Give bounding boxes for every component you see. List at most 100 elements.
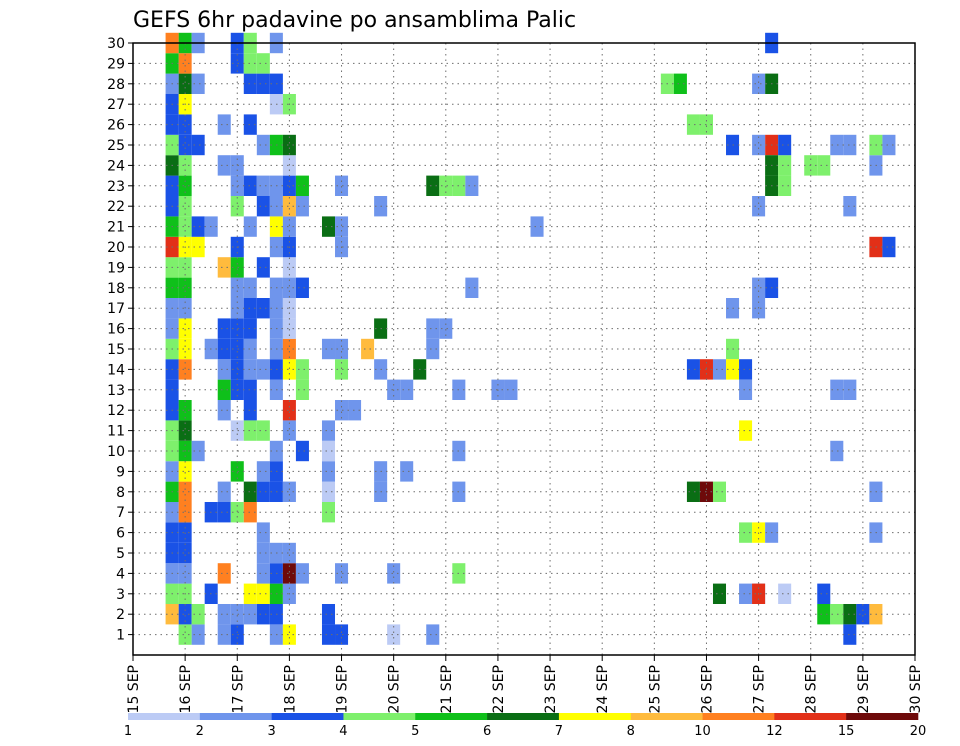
y-tick-label: 9	[116, 464, 125, 480]
heatmap-cell	[282, 420, 296, 441]
heatmap-cell	[230, 359, 244, 380]
heatmap-cell	[178, 604, 192, 625]
x-axis: 15 SEP 16 SEP 17 SEP 18 SEP 19 SEP 20 SEP 21 S…	[126, 655, 924, 713]
colorbar-swatch	[630, 713, 703, 720]
colorbar-label: 7	[555, 724, 563, 739]
heatmap-cell	[712, 481, 727, 502]
heatmap-cell	[217, 114, 231, 135]
heatmap-cell	[243, 338, 257, 360]
heatmap-cell	[830, 379, 844, 400]
heatmap-cell	[230, 277, 244, 298]
colorbar-swatch	[199, 713, 272, 720]
heatmap-cell	[178, 338, 192, 360]
heatmap-cell	[673, 73, 687, 94]
x-tick-label: 21 SEP	[439, 665, 455, 713]
heatmap-cell	[256, 604, 270, 625]
colorbar-label: 12	[766, 724, 783, 739]
y-tick-label: 15	[107, 342, 125, 358]
heatmap-cell	[387, 624, 401, 645]
heatmap-cell	[843, 379, 857, 400]
heatmap-cell	[256, 481, 270, 502]
heatmap-cell	[256, 542, 270, 564]
heatmap-cell	[739, 583, 753, 604]
heatmap-cell	[712, 583, 727, 604]
heatmap-cell	[778, 175, 792, 196]
y-tick-label: 12	[107, 403, 125, 419]
heatmap-cell	[335, 338, 349, 360]
heatmap-cell	[243, 298, 257, 319]
y-tick-label: 25	[107, 138, 125, 154]
heatmap-cell	[295, 379, 309, 400]
heatmap-cell	[178, 502, 192, 523]
heatmap-cell	[217, 481, 231, 502]
heatmap-cell	[282, 257, 296, 278]
colorbar-label: 15	[838, 724, 855, 739]
colorbar-swatch	[846, 713, 919, 720]
y-tick-label: 29	[107, 56, 125, 72]
heatmap-cell	[230, 53, 244, 74]
heatmap-cell	[856, 604, 870, 625]
heatmap-cell	[191, 604, 205, 625]
y-tick-label: 22	[107, 199, 125, 215]
x-tick-label: 26 SEP	[699, 665, 715, 713]
heatmap-cell	[217, 563, 231, 584]
y-tick-label: 27	[107, 97, 125, 113]
colorbar-label: 10	[694, 724, 711, 739]
colorbar-swatch	[702, 713, 775, 720]
y-tick-label: 23	[107, 179, 125, 195]
heatmap-cell	[243, 175, 257, 196]
heatmap-cell	[348, 400, 362, 421]
heatmap-cell	[321, 461, 336, 482]
heatmap-cell	[230, 257, 244, 278]
heatmap-cell	[243, 114, 257, 135]
y-tick-label: 3	[116, 587, 125, 603]
x-tick-label: 28 SEP	[804, 665, 820, 713]
heatmap-cell	[217, 400, 231, 421]
heatmap-cell	[243, 379, 257, 400]
heatmap-cell	[191, 624, 205, 645]
heatmap-cell	[230, 461, 244, 482]
y-tick-label: 4	[116, 566, 125, 582]
y-tick-label: 26	[107, 118, 125, 134]
colorbar-label: 20	[910, 724, 927, 739]
heatmap-cell	[843, 604, 857, 625]
heatmap-cell	[321, 440, 336, 462]
heatmap-cell	[295, 563, 309, 584]
heatmap-cell	[230, 196, 244, 217]
heatmap-cell	[191, 236, 205, 258]
y-tick-label: 11	[107, 424, 125, 440]
x-tick-label: 22 SEP	[491, 665, 507, 713]
heatmap-cell	[504, 379, 518, 400]
heatmap-cell	[178, 542, 192, 564]
heatmap-cell	[882, 236, 896, 258]
heatmap-cell	[256, 359, 270, 380]
heatmap-cell	[178, 216, 192, 237]
heatmap-cell	[178, 318, 192, 339]
colorbar-label: 1	[124, 724, 132, 739]
y-tick-label: 19	[107, 260, 125, 276]
heatmap-cell	[256, 583, 270, 604]
heatmap-cell	[843, 134, 857, 156]
y-tick-label: 28	[107, 77, 125, 93]
heatmap-cell	[295, 196, 309, 217]
heatmap-cell	[256, 73, 270, 94]
heatmap-cell	[256, 298, 270, 319]
heatmap-cell	[752, 277, 766, 298]
heatmap-cell	[321, 420, 336, 441]
heatmap-cell	[739, 359, 753, 380]
y-tick-label: 18	[107, 281, 125, 297]
heatmap-cell	[335, 563, 349, 584]
y-tick-label: 6	[116, 526, 125, 542]
colorbar-swatch	[343, 713, 416, 720]
heatmap-cell	[217, 257, 231, 278]
heatmap-cell	[230, 175, 244, 196]
heatmap-cell	[243, 318, 257, 339]
y-tick-label: 10	[107, 444, 125, 460]
heatmap-cell	[256, 563, 270, 584]
heatmap-cell	[217, 155, 231, 176]
heatmap-cell	[739, 420, 753, 441]
y-tick-label: 8	[116, 485, 125, 501]
heatmap-cell	[243, 216, 257, 237]
colorbar-label: 2	[196, 724, 204, 739]
heatmap-cell	[335, 359, 349, 380]
